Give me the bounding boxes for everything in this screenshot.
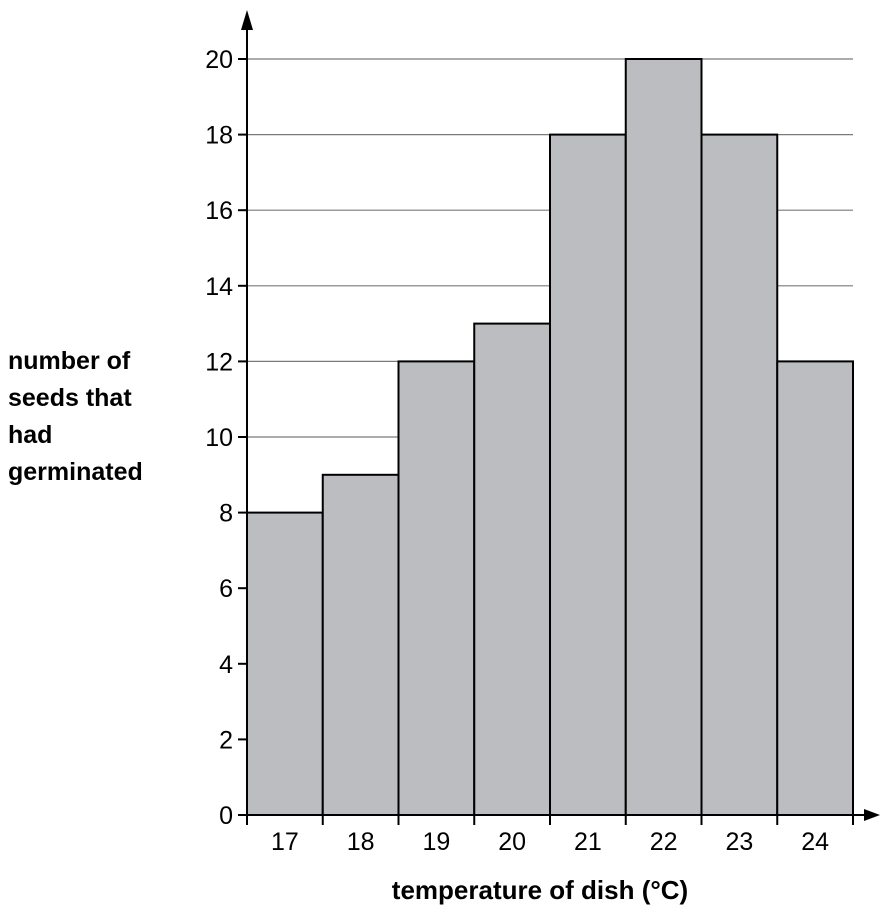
y-tick-label: 0 [219, 802, 233, 830]
x-tick-label: 23 [725, 828, 753, 856]
y-axis-label-line: had [8, 421, 53, 449]
x-tick-label: 21 [574, 828, 602, 856]
y-tick-label: 2 [219, 726, 233, 754]
bar [246, 511, 324, 816]
bar [473, 322, 551, 816]
x-tick-label: 19 [422, 828, 450, 856]
bar [624, 58, 703, 816]
y-tick-label: 14 [205, 273, 233, 301]
x-tick-label: 17 [271, 828, 299, 856]
y-tick-label: 18 [205, 122, 233, 150]
y-axis-arrow [241, 10, 253, 30]
x-tick-label: 18 [347, 828, 375, 856]
y-tick-label: 4 [219, 651, 233, 679]
bar [549, 133, 627, 817]
bar [700, 133, 779, 817]
axes [238, 10, 880, 825]
y-tick-label: 12 [205, 348, 233, 376]
y-tick-label: 10 [205, 424, 233, 452]
x-axis-label: temperature of dish (°C) [391, 875, 689, 905]
y-tick-label: 8 [219, 500, 233, 528]
bar [776, 360, 854, 816]
y-axis-label: number of seeds that had germinated [8, 343, 188, 491]
y-axis-label-line: number of [8, 347, 131, 375]
y-axis-label-line: seeds that [8, 384, 132, 412]
y-tick-label: 6 [219, 575, 233, 603]
bar [321, 473, 400, 816]
y-tick-label: 20 [205, 46, 233, 74]
x-tick-label: 22 [650, 828, 678, 856]
bar [397, 360, 476, 816]
x-tick-label: 20 [498, 828, 526, 856]
x-axis-arrow [864, 809, 880, 821]
x-tick-label: 24 [801, 828, 829, 856]
y-axis-label-line: germinated [8, 458, 143, 486]
y-tick-label: 16 [205, 197, 233, 225]
